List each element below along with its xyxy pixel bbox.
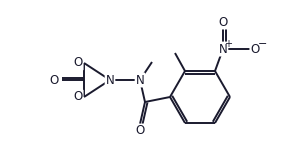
- Text: O: O: [218, 16, 228, 29]
- Text: O: O: [74, 91, 83, 104]
- Text: N: N: [136, 73, 144, 86]
- Text: +: +: [224, 39, 232, 49]
- Text: −: −: [258, 39, 268, 49]
- Text: N: N: [106, 73, 114, 86]
- Text: O: O: [74, 57, 83, 69]
- Text: O: O: [250, 42, 260, 55]
- Text: O: O: [49, 73, 59, 86]
- Text: N: N: [219, 42, 227, 55]
- Text: O: O: [135, 124, 145, 137]
